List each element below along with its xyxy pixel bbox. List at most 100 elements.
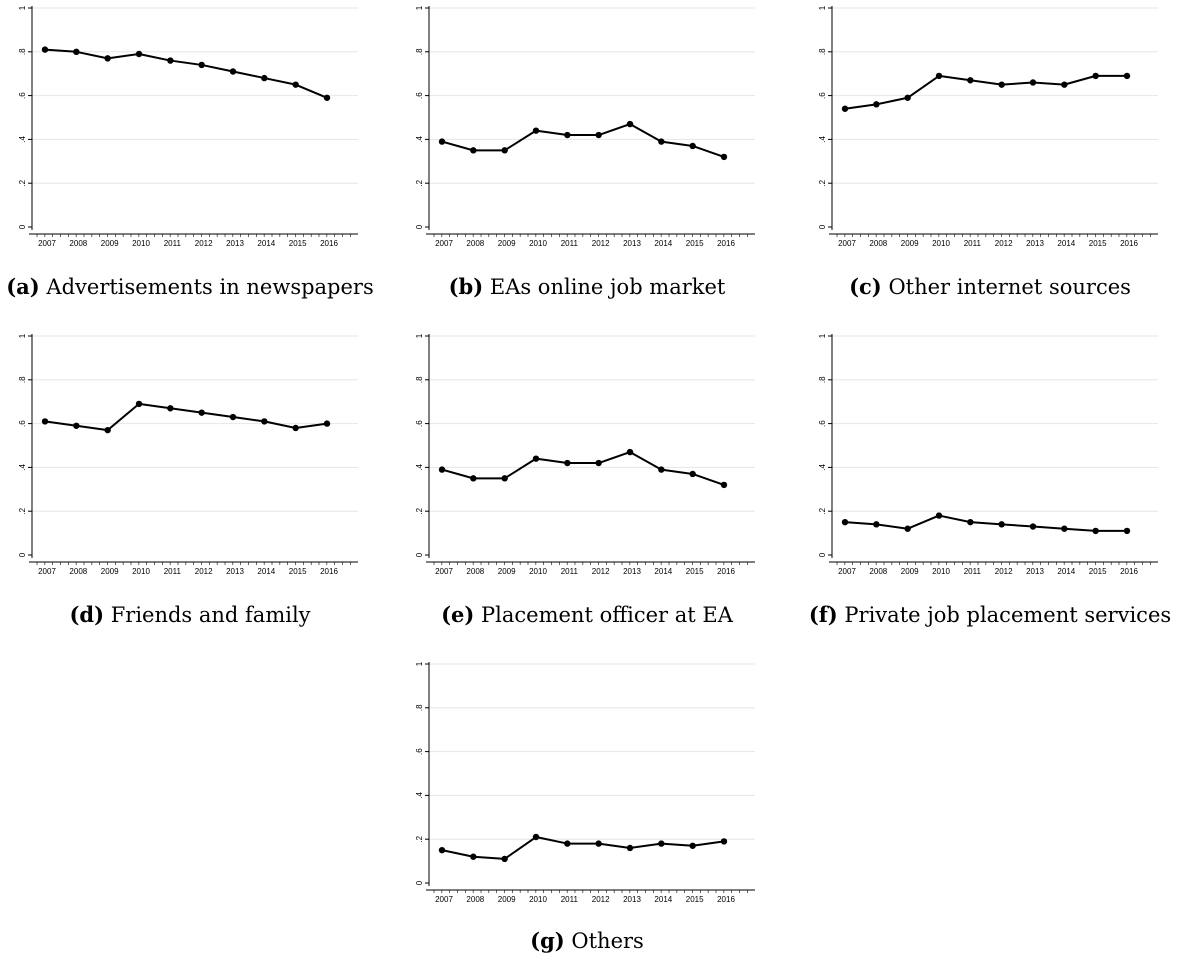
series-line bbox=[844, 74, 1127, 110]
x-tick-label: 2010 bbox=[932, 567, 950, 576]
x-tick-label: 2012 bbox=[195, 239, 213, 248]
caption-title: Advertisements in newspapers bbox=[46, 275, 374, 299]
y-tick-label: .2 bbox=[415, 179, 424, 186]
x-tick-label: 2007 bbox=[838, 239, 856, 248]
x-tick-label: 2013 bbox=[623, 895, 641, 904]
x-tick-label: 2016 bbox=[717, 239, 735, 248]
x-tick-label: 2011 bbox=[561, 567, 579, 576]
data-point bbox=[73, 48, 80, 55]
data-point bbox=[501, 475, 508, 482]
y-tick-label: 0 bbox=[415, 552, 424, 557]
x-tick-label: 2009 bbox=[498, 895, 516, 904]
x-tick-label: 2009 bbox=[101, 239, 119, 248]
x-tick-label: 2007 bbox=[435, 895, 453, 904]
x-tick-label: 2008 bbox=[69, 239, 87, 248]
y-tick-label: .4 bbox=[415, 136, 424, 143]
x-tick-label: 2008 bbox=[69, 567, 87, 576]
caption-letter: (a) bbox=[6, 274, 40, 299]
y-tick-label: .2 bbox=[415, 835, 424, 842]
data-point bbox=[658, 840, 665, 847]
data-point bbox=[1123, 72, 1131, 80]
x-tick-label: 2009 bbox=[498, 567, 516, 576]
data-point bbox=[229, 68, 237, 75]
chart-panel-f: 0 .2 .4 .6 .8 1 2007 2008 2009 2010 2011 2012 2013 20… bbox=[818, 333, 1158, 576]
y-tick-label: .2 bbox=[18, 179, 27, 186]
chart-panel-e: 0 .2 .4 .6 .8 1 2007 2008 2009 2010 2011 2012 2013 20… bbox=[415, 333, 755, 576]
x-tick-label: 2016 bbox=[320, 567, 338, 576]
series-line bbox=[441, 836, 725, 860]
caption-g: (g) Others bbox=[397, 928, 777, 953]
data-point bbox=[595, 459, 602, 467]
y-tick-label: .4 bbox=[18, 136, 27, 143]
data-point bbox=[167, 57, 174, 64]
x-tick-label: 2015 bbox=[686, 239, 704, 248]
data-point bbox=[564, 459, 571, 467]
y-tick-label: 0 bbox=[18, 224, 27, 229]
data-point bbox=[1061, 81, 1068, 88]
data-point bbox=[261, 74, 268, 82]
y-tick-label: .4 bbox=[415, 464, 424, 471]
caption-b: (b) EAs online job market bbox=[397, 274, 777, 299]
chart-panel-a: 0 .2 .4 .6 .8 1 2007 2008 2009 2010 2011 2012 2013 20… bbox=[18, 5, 358, 248]
data-point bbox=[323, 94, 331, 101]
data-point bbox=[198, 61, 205, 69]
x-tick-label: 2011 bbox=[561, 239, 579, 248]
x-tick-label: 2008 bbox=[466, 567, 484, 576]
x-tick-label: 2014 bbox=[257, 239, 275, 248]
x-tick-label: 2014 bbox=[654, 895, 672, 904]
caption-title: Private job placement services bbox=[844, 603, 1172, 627]
y-tick-label: 1 bbox=[415, 5, 424, 10]
data-point bbox=[1061, 525, 1068, 532]
x-tick-label: 2007 bbox=[838, 567, 856, 576]
x-tick-label: 2014 bbox=[1057, 567, 1075, 576]
chart-panel-c: 0 .2 .4 .6 .8 1 2007 2008 2009 2010 2011 2012 2013 20… bbox=[818, 5, 1158, 248]
series-line bbox=[44, 402, 328, 432]
y-tick-label: .2 bbox=[415, 507, 424, 514]
y-tick-label: 0 bbox=[415, 880, 424, 885]
x-tick-label: 2015 bbox=[686, 567, 704, 576]
y-tick-label: .2 bbox=[18, 507, 27, 514]
data-point bbox=[438, 138, 446, 145]
data-point bbox=[532, 833, 540, 841]
data-point bbox=[41, 46, 49, 53]
data-point bbox=[104, 55, 111, 62]
data-point bbox=[873, 521, 880, 528]
y-tick-label: .4 bbox=[18, 464, 27, 471]
caption-letter: (e) bbox=[441, 602, 475, 627]
y-tick-label: .8 bbox=[415, 704, 424, 711]
data-point bbox=[292, 81, 299, 88]
x-tick-label: 2011 bbox=[964, 567, 982, 576]
x-tick-label: 2007 bbox=[435, 567, 453, 576]
y-tick-label: 0 bbox=[818, 552, 827, 557]
x-tick-label: 2009 bbox=[498, 239, 516, 248]
x-tick-label: 2012 bbox=[995, 567, 1013, 576]
x-tick-label: 2014 bbox=[654, 239, 672, 248]
x-tick-label: 2014 bbox=[257, 567, 275, 576]
data-point bbox=[873, 101, 880, 108]
data-point bbox=[1123, 527, 1131, 535]
data-point bbox=[967, 77, 974, 84]
y-tick-label: .8 bbox=[18, 376, 27, 383]
x-tick-label: 2011 bbox=[964, 239, 982, 248]
x-tick-label: 2010 bbox=[132, 239, 150, 248]
chart-panel-d: 0 .2 .4 .6 .8 1 2007 2008 2009 2010 2011 2012 2013 20… bbox=[18, 333, 358, 576]
data-point bbox=[438, 846, 446, 854]
x-tick-label: 2009 bbox=[901, 239, 919, 248]
series-line bbox=[441, 451, 725, 486]
data-point bbox=[1029, 79, 1037, 86]
data-point bbox=[438, 466, 446, 473]
data-point bbox=[470, 147, 477, 154]
y-tick-label: .8 bbox=[18, 48, 27, 55]
y-tick-label: 0 bbox=[18, 552, 27, 557]
data-point bbox=[470, 853, 477, 860]
x-tick-label: 2010 bbox=[132, 567, 150, 576]
data-point bbox=[904, 525, 911, 532]
x-tick-label: 2013 bbox=[1026, 567, 1044, 576]
x-tick-label: 2013 bbox=[1026, 239, 1044, 248]
data-point bbox=[967, 518, 974, 526]
data-point bbox=[470, 475, 477, 482]
caption-c: (c) Other internet sources bbox=[800, 274, 1180, 299]
series-line bbox=[44, 48, 328, 99]
data-point bbox=[532, 127, 540, 134]
x-tick-label: 2016 bbox=[717, 567, 735, 576]
